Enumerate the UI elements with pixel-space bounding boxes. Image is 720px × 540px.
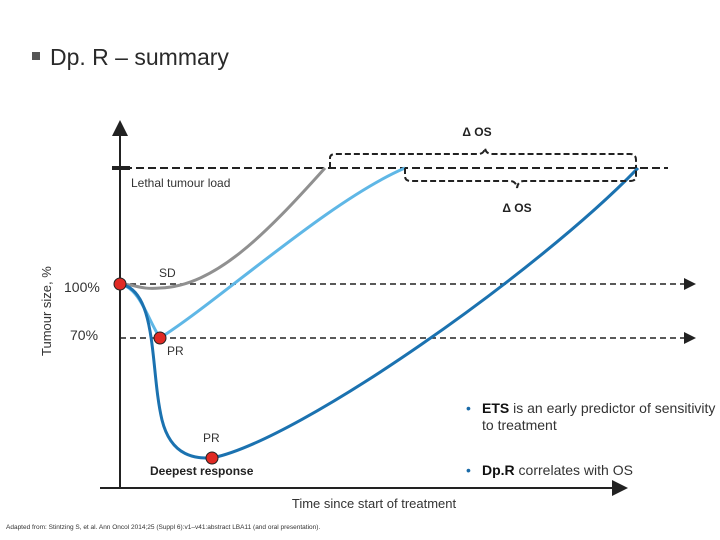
pr-marker: [153, 331, 167, 345]
y-axis-label: Tumour size, %: [39, 266, 54, 356]
key-point-dpr-text: correlates with OS: [514, 462, 633, 478]
delta-os-brace-bottom: [404, 168, 637, 189]
deepest-response-marker: [205, 451, 219, 465]
delta-os-label-bottom: Δ OS: [502, 201, 531, 215]
citation: Adapted from: Stintzing S, et al. Ann On…: [6, 524, 321, 531]
lethal-load-label: Lethal tumour load: [131, 176, 230, 190]
bullet-dot-icon: •: [466, 462, 471, 478]
level-70-label: 70%: [70, 327, 98, 343]
bullet-dot-icon: •: [466, 400, 471, 416]
baseline-marker: [113, 277, 127, 291]
key-point-ets-strong: ETS: [482, 400, 510, 416]
pr-label-upper: PR: [167, 344, 184, 358]
level-100-label: 100%: [64, 279, 100, 295]
slide-title-text: Dp. R – summary: [50, 44, 229, 70]
deepest-response-label: Deepest response: [150, 464, 254, 478]
sd-label: SD: [159, 266, 176, 280]
key-point-dpr-strong: Dp.R: [482, 462, 515, 478]
x-axis-label: Time since start of treatment: [292, 496, 457, 511]
key-point-dpr: • Dp.R correlates with OS: [466, 462, 716, 479]
delta-os-brace-top: [329, 147, 637, 168]
square-bullet-icon: [32, 51, 40, 60]
delta-os-label-top: Δ OS: [462, 125, 491, 139]
key-point-ets: • ETS is an early predictor of sensitivi…: [466, 400, 716, 434]
key-point-ets-text: is an early predictor of sensitivity to …: [482, 400, 716, 433]
key-points: • ETS is an early predictor of sensitivi…: [466, 400, 716, 479]
pr-curve: [119, 166, 406, 341]
sd-curve: [119, 166, 327, 290]
slide-title: Dp. R – summary: [32, 44, 229, 71]
pr-label-lower: PR: [203, 431, 220, 445]
